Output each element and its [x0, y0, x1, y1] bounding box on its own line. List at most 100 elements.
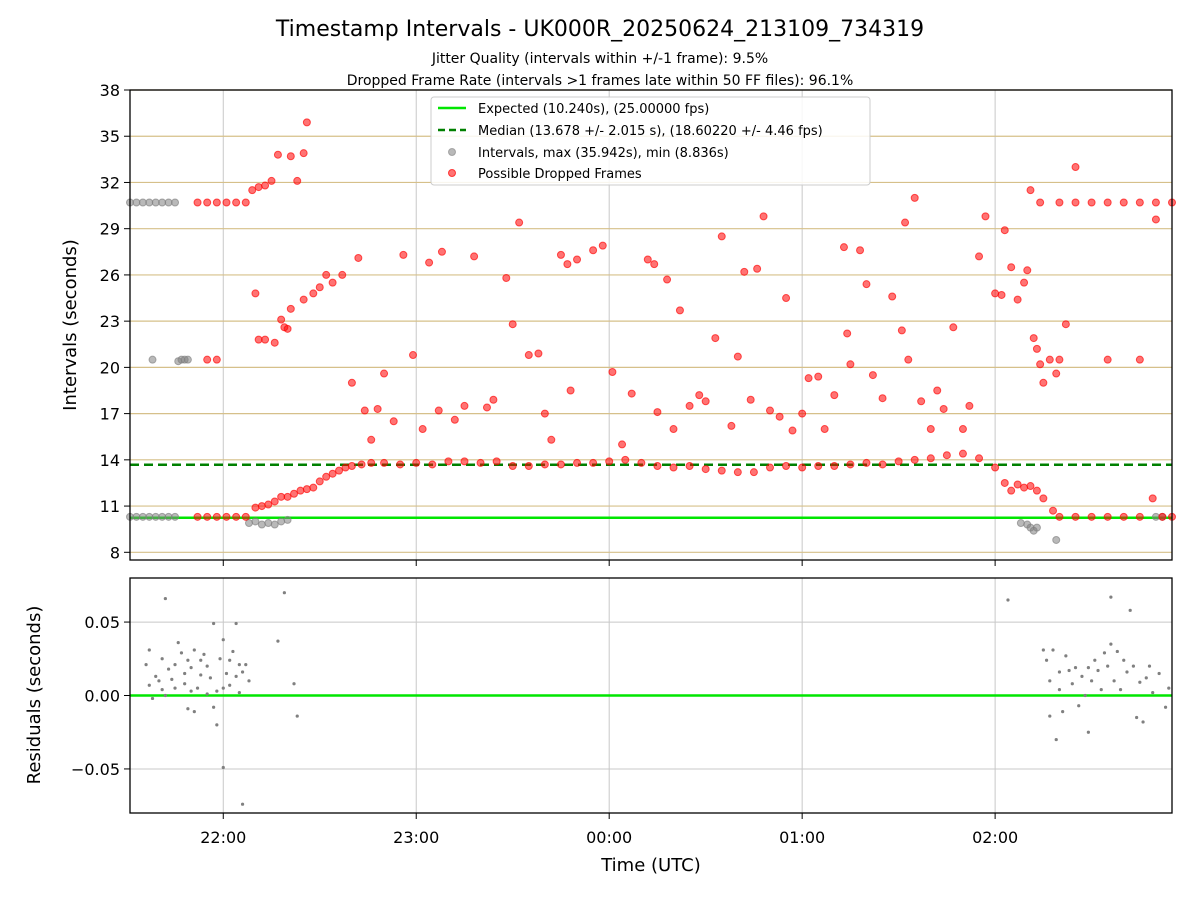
residuals-point-8 [163, 693, 167, 698]
intervals-plot: 8 11 14 17 20 23 26 29 32 35 38 Intervals (seconds… [60, 81, 1176, 566]
residuals-point-83 [1115, 649, 1119, 654]
residuals-point-54 [295, 714, 299, 718]
intervals-point-s1-98 [1020, 483, 1029, 492]
intervals-point-s1-46 [302, 485, 311, 494]
intervals-point-s1-57 [396, 460, 405, 469]
residuals-plot: 0.050.00−0.05 22:00 23:00 00:00 01:00 02:00 … [24, 577, 1173, 876]
residuals-point-13 [173, 663, 177, 667]
intervals-point-s1-200 [997, 290, 1006, 299]
intervals-point-s0-33 [1052, 535, 1061, 544]
intervals-point-s1-192 [933, 386, 942, 395]
intervals-point-s1-44 [290, 489, 299, 498]
intervals-point-s1-114 [1087, 512, 1096, 521]
residuals-point-72 [1086, 665, 1090, 670]
intervals-point-s1-151 [627, 389, 636, 398]
intervals-point-s1-45 [296, 486, 305, 495]
residuals-point-49 [244, 663, 248, 667]
intervals-point-s1-84 [830, 462, 839, 470]
intervals-point-s0-20 [183, 355, 192, 364]
intervals-point-s1-68 [573, 458, 582, 467]
intervals-point-s1-77 [717, 466, 726, 475]
intervals-point-s1-36 [338, 270, 347, 279]
intervals-point-s1-139 [524, 351, 533, 360]
intervals-point-s0-23 [257, 520, 266, 529]
intervals-point-s1-126 [409, 351, 418, 360]
residuals-point-69 [1077, 704, 1081, 708]
intervals-point-s1-69 [589, 458, 598, 467]
intervals-point-s1-174 [804, 374, 813, 383]
intervals-point-s1-184 [878, 394, 887, 403]
intervals-point-s1-220 [1158, 512, 1167, 521]
residuals-point-3 [150, 696, 155, 701]
intervals-point-s1-12 [203, 355, 212, 364]
xtick-label-3: 01:00 [779, 828, 825, 847]
x-axis-label: Time (UTC) [600, 855, 701, 876]
intervals-point-s1-150 [618, 440, 627, 449]
intervals-point-s1-123 [380, 369, 389, 378]
residuals-point-30 [208, 676, 213, 680]
intervals-point-s1-183 [868, 371, 877, 380]
intervals-point-s1-190 [917, 397, 926, 406]
residuals-point-42 [231, 649, 235, 654]
residuals-point-38 [221, 765, 225, 770]
residuals-point-0 [144, 663, 148, 667]
residuals-point-88 [1131, 664, 1136, 668]
intervals-point-s1-67 [556, 460, 565, 469]
residuals-point-9 [163, 596, 167, 601]
intervals-point-s1-135 [489, 395, 498, 404]
intervals-point-s1-43 [283, 492, 292, 501]
intervals-point-s1-10 [232, 198, 241, 207]
residuals-point-16 [183, 671, 187, 676]
intervals-point-s1-90 [926, 454, 935, 463]
residuals-point-94 [1151, 690, 1155, 695]
residuals-point-37 [221, 638, 225, 642]
intervals-point-s1-47 [309, 483, 318, 492]
intervals-point-s1-208 [1032, 344, 1041, 353]
intervals-point-s1-177 [830, 391, 839, 400]
residuals-point-5 [157, 679, 161, 683]
intervals-point-s1-186 [897, 326, 906, 335]
residuals-point-25 [199, 673, 203, 677]
intervals-point-s1-129 [434, 406, 443, 415]
intervals-point-s1-41 [270, 497, 279, 506]
intervals-point-s1-143 [556, 250, 565, 259]
intervals-point-s1-141 [540, 409, 549, 418]
intervals-point-s1-13 [212, 355, 221, 364]
intervals-point-s1-164 [733, 352, 742, 361]
xtick-label-0: 22:00 [200, 828, 246, 847]
intervals-point-s1-145 [566, 386, 575, 395]
residuals-point-50 [247, 679, 251, 683]
intervals-point-s1-21 [299, 149, 308, 158]
intervals-point-s1-82 [798, 463, 807, 472]
intervals-point-s1-23 [251, 289, 260, 298]
intervals-point-s1-107 [1103, 198, 1112, 207]
residuals-point-84 [1118, 688, 1123, 692]
intervals-point-s1-9 [222, 198, 231, 207]
intervals-point-s1-2 [212, 512, 221, 521]
intervals-point-s1-196 [965, 401, 974, 410]
intervals-point-s1-91 [942, 451, 951, 460]
intervals-point-s1-104 [1055, 198, 1064, 207]
residuals-x-ticks: 22:00 23:00 00:00 01:00 02:00 [200, 813, 1018, 847]
intervals-point-s1-161 [711, 334, 720, 343]
intervals-point-s1-40 [264, 500, 273, 509]
intervals-point-s1-140 [534, 349, 543, 358]
intervals-point-s1-8 [212, 198, 221, 207]
intervals-point-s1-80 [765, 463, 774, 472]
intervals-point-s1-214 [1061, 320, 1070, 329]
residuals-point-63 [1057, 688, 1062, 692]
legend-box [430, 96, 871, 186]
residuals-point-61 [1054, 737, 1058, 742]
intervals-point-s1-124 [389, 417, 398, 426]
intervals-y-ticks: 8 11 14 17 20 23 26 29 32 35 38 [100, 81, 130, 562]
residuals-point-24 [195, 686, 200, 690]
intervals-point-s1-63 [492, 457, 501, 466]
residuals-point-95 [1157, 671, 1161, 676]
xtick-label-2: 00:00 [586, 828, 632, 847]
intervals-point-s1-22 [302, 118, 311, 127]
intervals-point-s1-32 [309, 289, 318, 298]
intervals-point-s1-62 [476, 458, 485, 467]
intervals-point-s1-154 [653, 408, 662, 417]
residuals-point-44 [234, 674, 238, 679]
